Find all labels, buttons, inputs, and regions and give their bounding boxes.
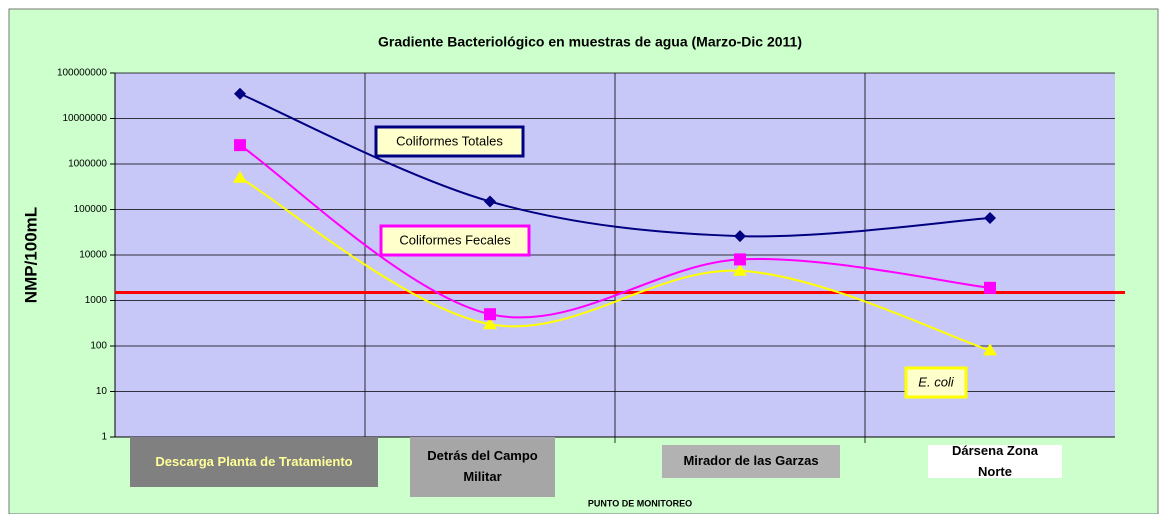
marker — [234, 87, 246, 100]
marker — [984, 281, 996, 294]
y-tick-label: 10000 — [79, 250, 107, 261]
marker — [733, 263, 747, 276]
marker — [233, 170, 247, 183]
y-tick-label: 1000000 — [68, 159, 107, 170]
x-tick-label: Detrás del Campo Militar — [410, 437, 555, 497]
legend-label: Coliformes Fecales — [399, 232, 511, 247]
legend-label: E. coli — [918, 374, 955, 389]
y-tick-label: 100000 — [74, 204, 108, 215]
y-axis-title: NMP/100mL — [21, 207, 40, 303]
y-tick-label: 100 — [90, 341, 107, 352]
x-tick-label: Dársena Zona Norte — [928, 443, 1062, 479]
legend-box — [379, 224, 531, 257]
series-line — [239, 144, 991, 319]
marker — [983, 343, 997, 356]
x-tick-label: Mirador de las Garzas — [662, 445, 840, 478]
x-tick-label: Descarga Planta de Tratamiento — [130, 437, 378, 487]
series-line — [239, 92, 991, 238]
y-tick-label: 1 — [101, 432, 107, 443]
y-tick-label: 100000000 — [57, 68, 107, 79]
series-line — [239, 176, 991, 352]
y-tick-label: 10000000 — [63, 113, 108, 124]
marker — [234, 139, 246, 152]
marker — [484, 308, 496, 321]
y-tick-label: 10 — [96, 386, 108, 397]
y-tick-label: 1000 — [85, 295, 108, 306]
chart-title: Gradiente Bacteriológico en muestras de … — [378, 34, 802, 50]
marker — [734, 230, 746, 243]
legend-box — [904, 366, 968, 399]
x-axis-title: PUNTO DE MONITOREO — [588, 498, 692, 508]
marker — [734, 253, 746, 266]
legend-box — [374, 125, 525, 158]
legend-label: Coliformes Totales — [396, 133, 503, 148]
marker — [483, 317, 497, 330]
marker — [984, 212, 996, 225]
marker — [484, 195, 496, 208]
